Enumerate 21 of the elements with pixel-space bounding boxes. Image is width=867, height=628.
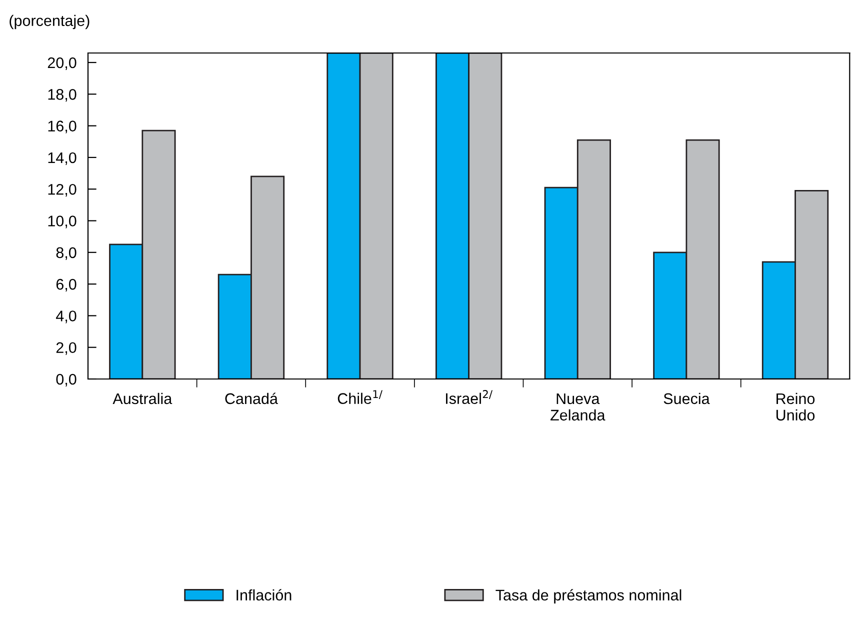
y-tick-label: 2,0 bbox=[56, 342, 76, 355]
y-tick-label: 0,0 bbox=[56, 374, 76, 386]
y-tick-label: 20,0 bbox=[48, 57, 76, 70]
legend-label: Inflación bbox=[236, 589, 292, 601]
y-tick-label: 16,0 bbox=[48, 120, 76, 134]
y-tick-label: 14,0 bbox=[48, 152, 76, 165]
y-tick-label: 18,0 bbox=[48, 89, 76, 102]
y-axis-title: (porcentaje) bbox=[10, 14, 90, 30]
x-tick-label: Israel$^{2/}$ bbox=[446, 390, 493, 404]
y-tick-label: 10,0 bbox=[48, 216, 76, 228]
x-tick-label: Suecia bbox=[664, 392, 710, 404]
y-tick-label: 12,0 bbox=[48, 184, 76, 197]
x-tick-label: Australia bbox=[112, 392, 172, 404]
x-tick-label: Chile$^{1/}$ bbox=[338, 390, 382, 404]
x-tick-label: Nueva Zelanda bbox=[550, 393, 606, 421]
x-tick-label: Canadá bbox=[225, 392, 278, 404]
y-tick-label: 6,0 bbox=[56, 278, 76, 292]
y-tick-label: 8,0 bbox=[56, 247, 76, 260]
legend-label: Tasa de préstamos nominal bbox=[496, 589, 682, 604]
x-tick-label: Reino Unido bbox=[776, 392, 815, 421]
y-tick-label: 4,0 bbox=[56, 310, 76, 324]
